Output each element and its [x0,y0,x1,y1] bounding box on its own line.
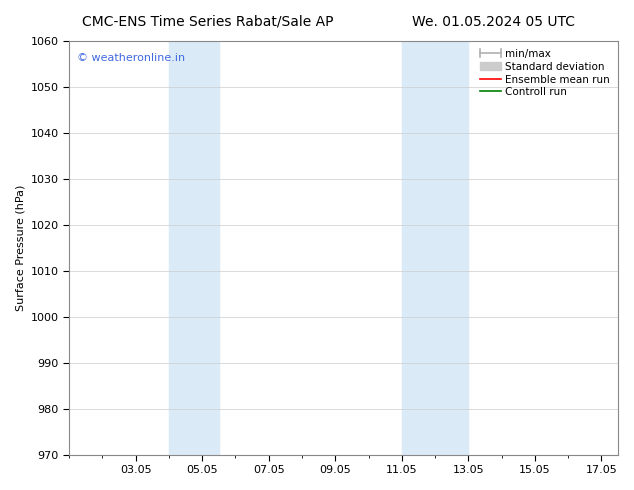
Text: © weatheronline.in: © weatheronline.in [77,53,186,64]
Text: CMC-ENS Time Series Rabat/Sale AP: CMC-ENS Time Series Rabat/Sale AP [82,15,334,29]
Text: We. 01.05.2024 05 UTC: We. 01.05.2024 05 UTC [412,15,575,29]
Y-axis label: Surface Pressure (hPa): Surface Pressure (hPa) [15,185,25,311]
Legend: min/max, Standard deviation, Ensemble mean run, Controll run: min/max, Standard deviation, Ensemble me… [477,46,613,100]
Bar [402,41,469,455]
Bar [169,41,219,455]
